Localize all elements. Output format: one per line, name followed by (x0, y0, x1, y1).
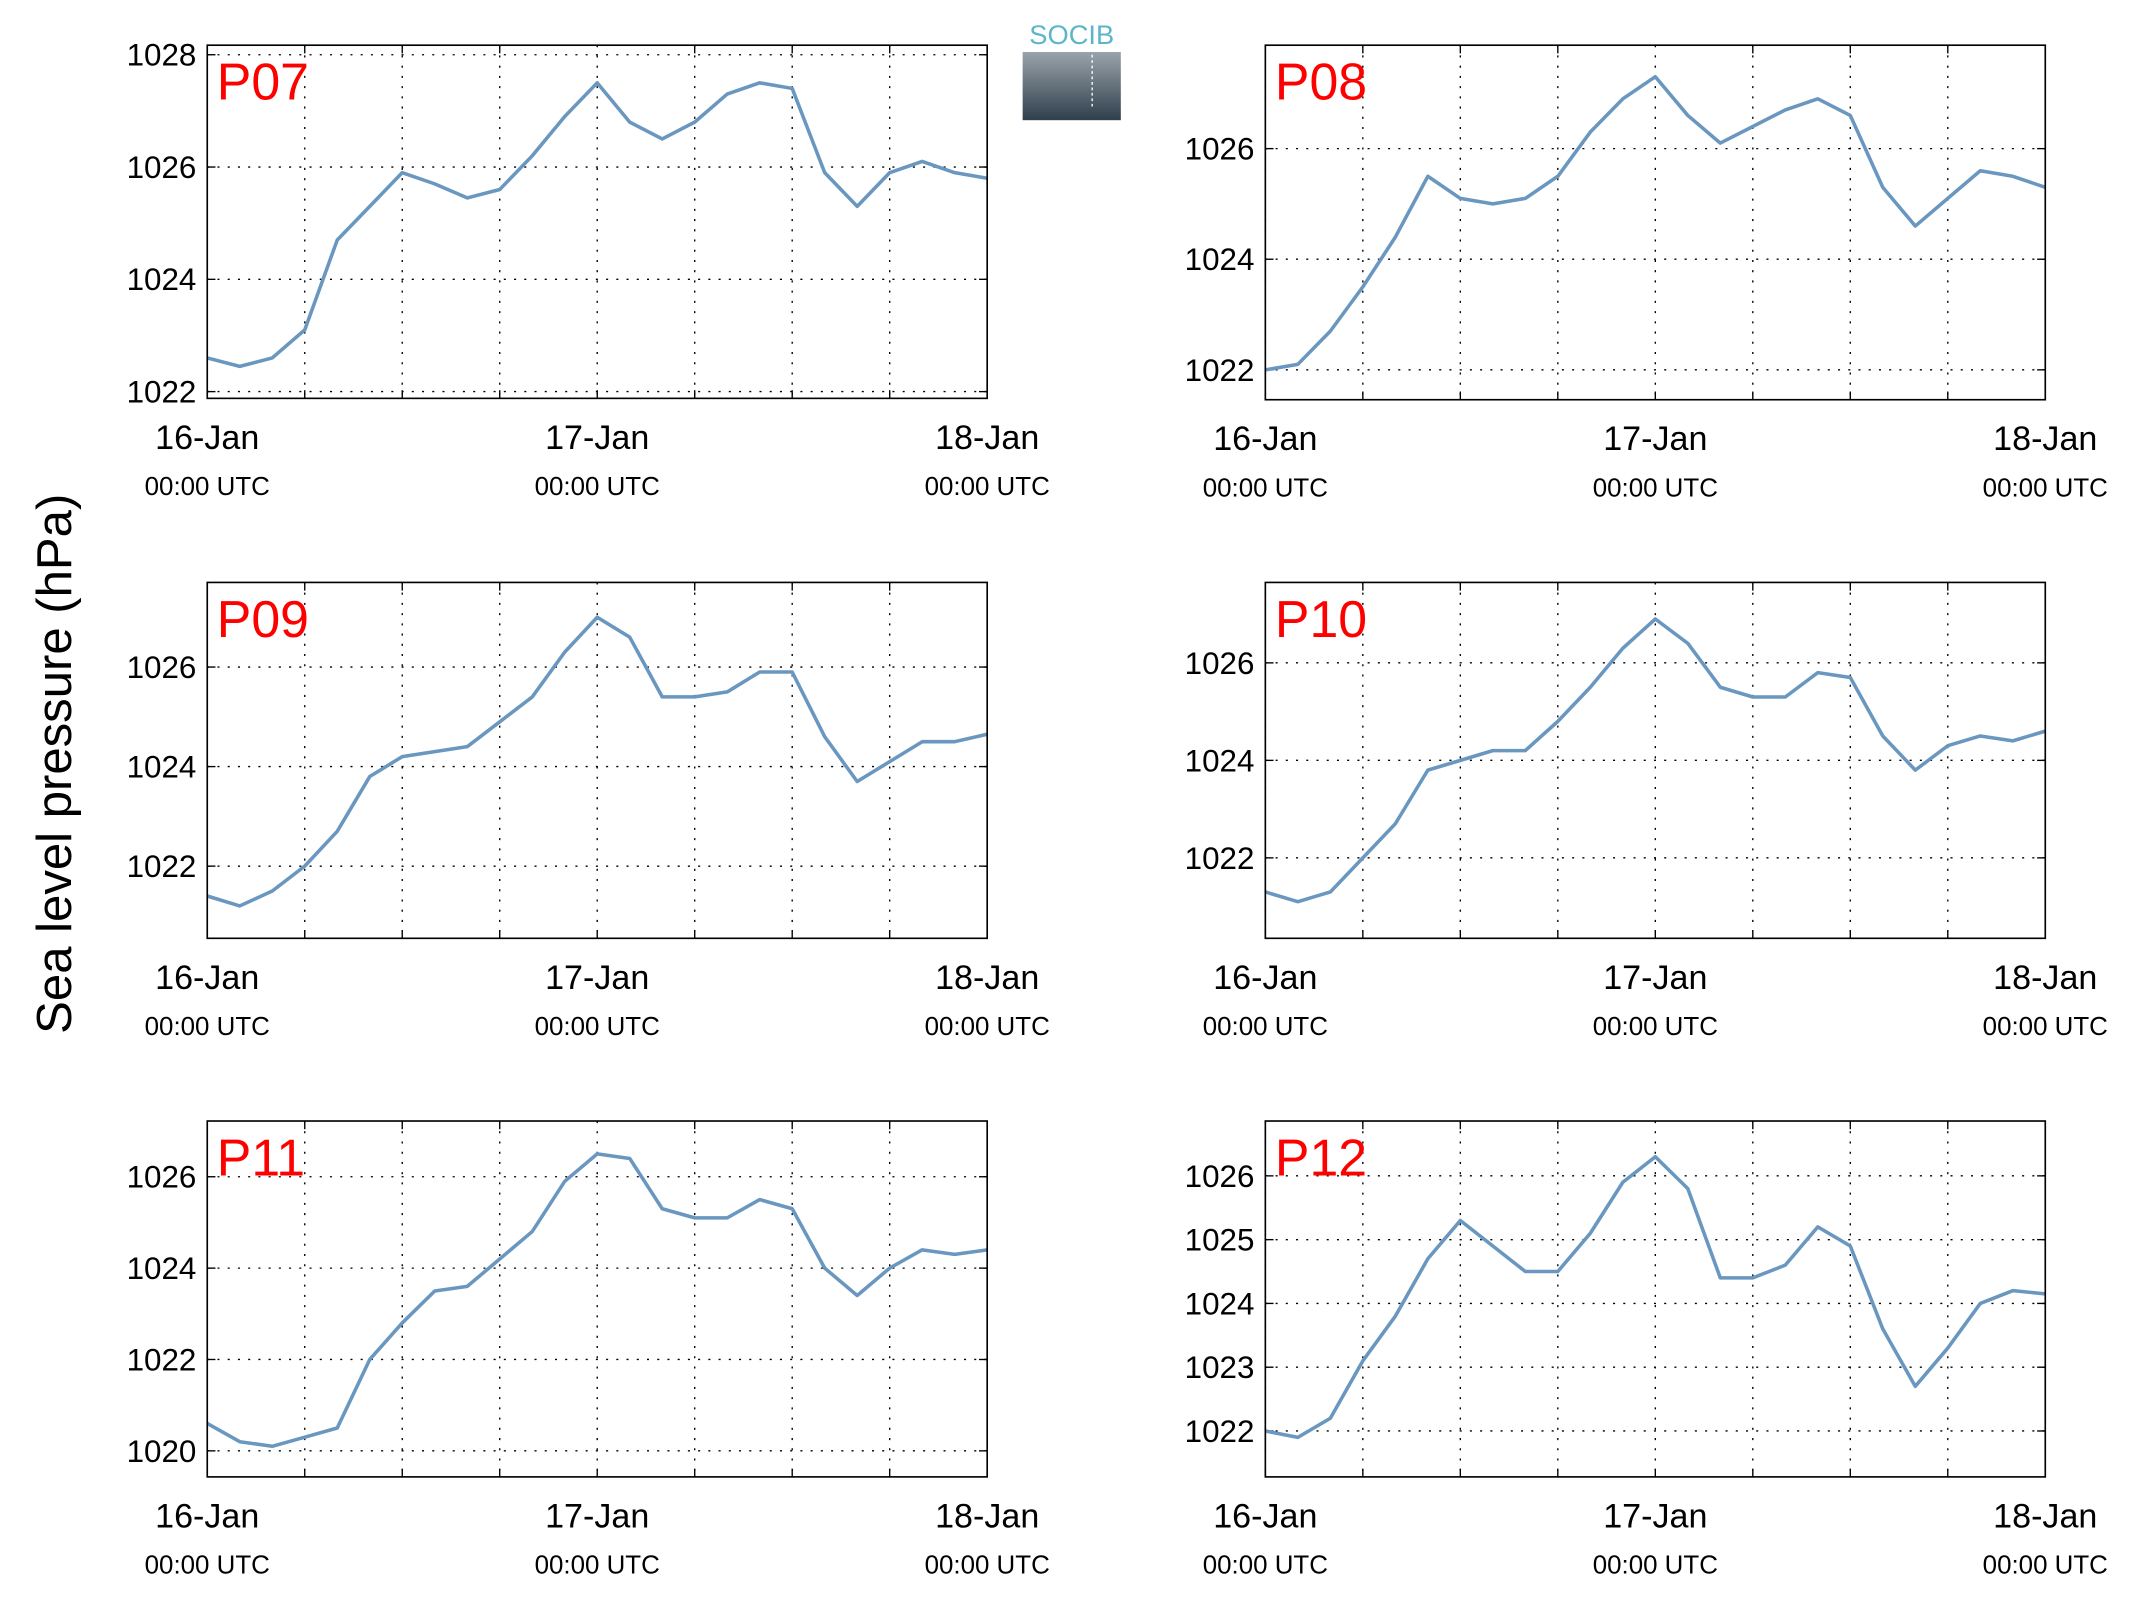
y-tick-label: 1028 (127, 38, 197, 73)
subplot: 1020 1022 1024 1026 16-Jan 00:00 UTC 17-Jan 00:… (127, 1120, 1050, 1580)
x-tick-label: 16-Jan 00:00 UTC (145, 1497, 270, 1579)
y-tick-label: 1024 (1185, 242, 1255, 277)
chart-title: P07 (217, 53, 309, 111)
plot-area (207, 1121, 988, 1477)
y-axis-label: Sea level pressure (hPa) (28, 494, 82, 1034)
data-line (1264, 617, 2046, 904)
y-tick-label: 1024 (127, 262, 197, 297)
plot-frame (1264, 1120, 2047, 1478)
x-tick-label: 16-Jan 00:00 UTC (1203, 959, 1328, 1041)
y-tick-label: 1022 (1185, 353, 1255, 388)
x-tick-label: 18-Jan 00:00 UTC (1983, 1497, 2108, 1579)
x-tick-label: 18-Jan 00:00 UTC (925, 419, 1050, 501)
logo-box (1022, 52, 1121, 121)
plot-frame (1264, 44, 2047, 401)
x-tick-label: 17-Jan 00:00 UTC (535, 959, 660, 1041)
y-tick-label: 1024 (127, 749, 197, 784)
x-tick-label: 17-Jan 00:00 UTC (1593, 420, 1718, 502)
plot-area (1265, 45, 2046, 400)
logo-text: SOCIB (1029, 19, 1114, 50)
chart-title: P08 (1275, 53, 1367, 111)
y-tick-label: 1022 (1185, 841, 1255, 876)
subplot: 1022 1024 1026 1028 16-Jan 00:00 UTC 17-Jan 00:… (127, 38, 1050, 502)
data-line (206, 81, 988, 369)
chart-title: P09 (217, 590, 309, 648)
y-tick-label: 1024 (127, 1251, 197, 1286)
plot-area (207, 582, 988, 939)
y-tick-label: 1026 (127, 650, 197, 685)
y-tick-label: 1024 (1185, 1286, 1255, 1321)
chart-title: P11 (217, 1129, 305, 1187)
x-tick-label: 17-Jan 00:00 UTC (1593, 959, 1718, 1041)
y-tick-label: 1026 (1185, 1159, 1255, 1194)
plot-frame (206, 44, 989, 400)
data-line (206, 1152, 988, 1449)
x-tick-label: 16-Jan 00:00 UTC (145, 419, 270, 501)
y-tick-label: 1023 (1185, 1350, 1255, 1385)
plot-frame (206, 1120, 989, 1478)
x-tick-label: 18-Jan 00:00 UTC (1983, 420, 2108, 502)
y-tick-label: 1026 (127, 150, 197, 185)
y-tick-label: 1022 (127, 849, 197, 884)
subplot: 1022 1023 1024 1025 1026 16-Jan 00:00 UTC 17-Ja… (1185, 1120, 2108, 1580)
x-tick-label: 18-Jan 00:00 UTC (925, 959, 1050, 1041)
logo: SOCIB (1022, 19, 1121, 121)
y-tick-label: 1026 (1185, 646, 1255, 681)
plot-area (207, 45, 988, 399)
y-tick-label: 1025 (1185, 1223, 1255, 1258)
x-tick-label: 17-Jan 00:00 UTC (1593, 1497, 1718, 1579)
x-tick-label: 18-Jan 00:00 UTC (925, 1497, 1050, 1579)
plot-area (1265, 1121, 2046, 1477)
y-tick-label: 1022 (1185, 1414, 1255, 1449)
x-tick-label: 16-Jan 00:00 UTC (1203, 420, 1328, 502)
y-tick-label: 1024 (1185, 743, 1255, 778)
y-tick-label: 1022 (127, 375, 197, 410)
plot-frame (1264, 581, 2047, 940)
data-line (206, 615, 988, 908)
x-tick-label: 18-Jan 00:00 UTC (1983, 959, 2108, 1041)
data-line (1265, 74, 2046, 372)
subplot: 1022 1024 1026 16-Jan 00:00 UTC 17-Jan 00:00 U… (1185, 44, 2108, 503)
plot-frame (206, 581, 989, 940)
y-tick-label: 1026 (127, 1160, 197, 1195)
chart-title: P12 (1275, 1129, 1367, 1187)
data-line (1265, 1154, 2046, 1440)
x-tick-label: 17-Jan 00:00 UTC (535, 419, 660, 501)
chart-title: P10 (1275, 590, 1367, 648)
x-tick-label: 17-Jan 00:00 UTC (535, 1497, 660, 1579)
y-tick-label: 1026 (1185, 132, 1255, 167)
y-tick-label: 1022 (127, 1342, 197, 1377)
subplot: 1022 1024 1026 16-Jan 00:00 UTC 17-Jan 00:00 U… (127, 581, 1050, 1041)
x-tick-label: 16-Jan 00:00 UTC (1203, 1497, 1328, 1579)
y-tick-label: 1020 (127, 1434, 197, 1469)
subplot: 1022 1024 1026 16-Jan 00:00 UTC 17-Jan 00:00 U… (1185, 581, 2108, 1041)
x-tick-label: 16-Jan 00:00 UTC (145, 959, 270, 1041)
